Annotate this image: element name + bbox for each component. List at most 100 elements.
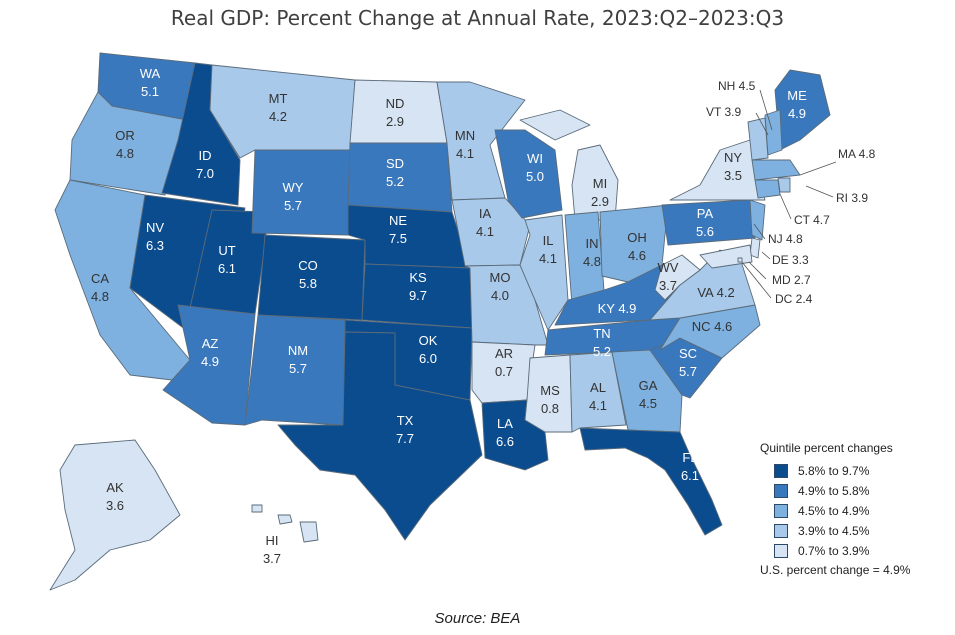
- state-value-in: 4.8: [583, 254, 601, 269]
- state-ct: [754, 179, 781, 199]
- state-label-or: OR: [115, 128, 135, 143]
- state-hi: [251, 504, 319, 543]
- state-labels: WA 5.1 OR 4.8 CA 4.8 ID 7.0 NV 6.3 UT 6.1 AZ 4.9 MT 4.2…: [91, 66, 876, 566]
- state-nm: [244, 314, 346, 426]
- state-il: [519, 214, 569, 331]
- state-label-il: IL: [543, 233, 554, 248]
- state-value-ks: 9.7: [409, 288, 427, 303]
- state-al: [569, 351, 627, 433]
- state-label-ms: MS: [540, 383, 560, 398]
- state-label-fl: FL: [682, 450, 697, 465]
- state-label-ma: MA 4.8: [838, 147, 876, 161]
- state-label-sc: SC: [679, 346, 697, 361]
- state-pa: [661, 199, 756, 246]
- state-label-mt: MT: [269, 91, 288, 106]
- state-value-ca: 4.8: [91, 289, 109, 304]
- state-value-tn: 5.2: [593, 344, 611, 359]
- state-value-al: 4.1: [589, 398, 607, 413]
- state-label-mo: MO: [490, 270, 511, 285]
- state-value-ak: 3.6: [106, 498, 124, 513]
- state-label-tx: TX: [397, 413, 414, 428]
- state-value-me: 4.9: [788, 106, 806, 121]
- map-title: Real GDP: Percent Change at Annual Rate,…: [170, 6, 785, 30]
- legend-swatch: [774, 524, 788, 538]
- state-value-ok: 6.0: [419, 351, 437, 366]
- legend-swatch: [774, 504, 788, 518]
- state-vt: [747, 117, 769, 161]
- state-label-nv: NV: [146, 220, 164, 235]
- state-label-la: LA: [497, 416, 513, 431]
- legend: Quintile percent changes 5.8% to 9.7% 4.…: [760, 441, 910, 577]
- legend-label: 5.8% to 9.7%: [798, 464, 870, 478]
- state-label-ut: UT: [218, 243, 235, 258]
- legend-title: Quintile percent changes: [760, 441, 893, 455]
- state-label-hi: HI: [266, 533, 279, 548]
- state-label-nc: NC 4.6: [692, 319, 732, 334]
- state-label-ga: GA: [639, 378, 658, 393]
- legend-item: 4.9% to 5.8%: [774, 481, 910, 501]
- state-label-ny: NY: [724, 150, 742, 165]
- state-value-mt: 4.2: [269, 109, 287, 124]
- state-label-nj: NJ 4.8: [768, 232, 803, 246]
- state-label-wi: WI: [527, 151, 543, 166]
- state-label-wy: WY: [283, 180, 304, 195]
- state-label-wa: WA: [140, 66, 161, 81]
- state-value-nm: 5.7: [289, 361, 307, 376]
- state-wi: [494, 129, 563, 219]
- us-total: U.S. percent change = 4.9%: [760, 563, 911, 577]
- legend-label: 4.9% to 5.8%: [798, 484, 870, 498]
- state-label-id: ID: [199, 148, 212, 163]
- legend-item: 3.9% to 4.5%: [774, 521, 910, 541]
- state-value-la: 6.6: [496, 434, 514, 449]
- state-label-mi: MI: [593, 176, 607, 191]
- state-label-al: AL: [590, 380, 606, 395]
- state-ak: [49, 439, 181, 591]
- state-value-ga: 4.5: [639, 396, 657, 411]
- state-nj: [749, 199, 766, 241]
- state-label-mn: MN: [455, 128, 475, 143]
- state-value-mn: 4.1: [456, 146, 474, 161]
- state-az: [162, 304, 256, 426]
- legend-swatch: [774, 484, 788, 498]
- state-label-ky: KY 4.9: [598, 301, 637, 316]
- state-value-ny: 3.5: [724, 168, 742, 183]
- state-label-dc: DC 2.4: [775, 292, 813, 306]
- state-dc: [737, 257, 743, 263]
- state-value-ut: 6.1: [218, 261, 236, 276]
- state-label-oh: OH: [627, 230, 647, 245]
- legend-label: 3.9% to 4.5%: [798, 524, 870, 538]
- state-label-de: DE 3.3: [772, 253, 809, 267]
- state-label-nm: NM: [288, 343, 308, 358]
- state-label-ia: IA: [479, 206, 492, 221]
- state-value-ms: 0.8: [541, 401, 559, 416]
- legend-label: 4.5% to 4.9%: [798, 504, 870, 518]
- state-label-pa: PA: [697, 206, 714, 221]
- state-wv: [654, 254, 701, 301]
- label-leader-lines: [741, 89, 837, 299]
- state-value-wi: 5.0: [526, 169, 544, 184]
- state-value-sc: 5.7: [679, 364, 697, 379]
- state-value-mi: 2.9: [591, 194, 609, 209]
- state-ma: [751, 159, 801, 181]
- state-value-az: 4.9: [201, 354, 219, 369]
- state-shapes: [49, 52, 831, 591]
- state-value-pa: 5.6: [696, 224, 714, 239]
- state-label-ks: KS: [409, 270, 427, 285]
- state-label-in: IN: [586, 236, 599, 251]
- state-value-id: 7.0: [196, 166, 214, 181]
- state-value-wy: 5.7: [284, 198, 302, 213]
- state-value-il: 4.1: [539, 251, 557, 266]
- state-nd: [349, 79, 448, 144]
- state-value-wv: 3.7: [659, 278, 677, 293]
- state-tx: [277, 331, 483, 541]
- state-value-nd: 2.9: [386, 114, 404, 129]
- state-label-nh: NH 4.5: [718, 79, 756, 93]
- state-label-az: AZ: [202, 336, 219, 351]
- state-value-nv: 6.3: [146, 238, 164, 253]
- state-mi: [519, 109, 591, 141]
- state-value-hi: 3.7: [263, 551, 281, 566]
- state-value-fl: 6.1: [681, 468, 699, 483]
- source-note: Source: BEA: [434, 610, 521, 627]
- state-ne: [347, 204, 471, 269]
